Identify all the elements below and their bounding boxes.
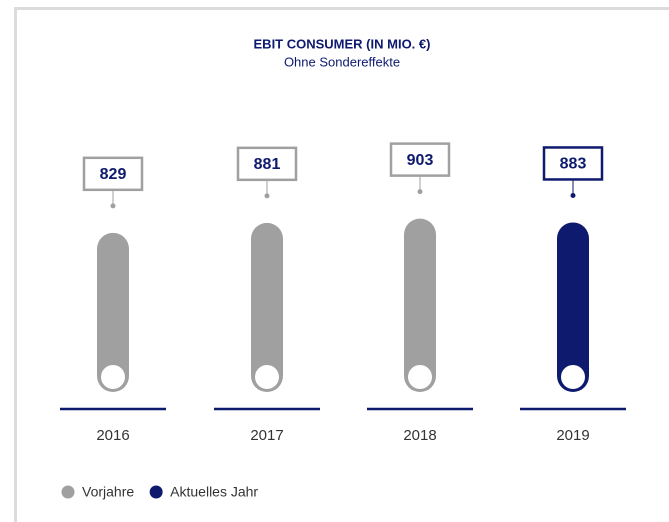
x-tick-label: 2017 xyxy=(250,427,283,444)
bar xyxy=(251,222,283,392)
connector-dot xyxy=(417,189,423,195)
bar-cap xyxy=(561,365,585,389)
bar-cap xyxy=(408,365,432,389)
value-label: 903 xyxy=(407,152,434,169)
legend-swatch xyxy=(149,485,163,499)
connector-dot xyxy=(570,192,576,198)
value-label: 881 xyxy=(254,156,281,173)
bar xyxy=(557,222,589,392)
frame xyxy=(14,7,669,522)
connector-dot xyxy=(264,193,270,199)
bar xyxy=(97,232,129,392)
value-box xyxy=(389,142,451,177)
legend-swatch xyxy=(61,485,75,499)
bar xyxy=(404,218,436,392)
legend-label: Vorjahre xyxy=(82,484,134,500)
bar-cap xyxy=(101,365,125,389)
bar-cap xyxy=(255,365,279,389)
x-tick-label: 2018 xyxy=(403,427,436,444)
x-tick-label: 2019 xyxy=(556,427,589,444)
legend-label: Aktuelles Jahr xyxy=(170,484,258,500)
chart-title: EBIT CONSUMER (IN MIO. €) xyxy=(254,36,431,51)
x-tick-label: 2016 xyxy=(96,427,129,444)
chart-subtitle: Ohne Sondereffekte xyxy=(284,54,400,69)
value-box xyxy=(82,156,144,192)
value-label: 829 xyxy=(100,166,127,183)
value-box xyxy=(236,146,298,182)
value-label: 883 xyxy=(560,156,587,173)
connector-dot xyxy=(110,203,116,209)
value-box xyxy=(542,146,604,181)
